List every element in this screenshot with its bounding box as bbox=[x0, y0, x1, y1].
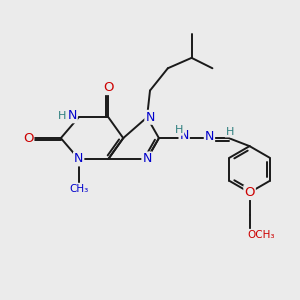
Text: O: O bbox=[103, 81, 114, 94]
Text: CH₃: CH₃ bbox=[69, 184, 88, 194]
Text: OCH₃: OCH₃ bbox=[248, 230, 275, 240]
Text: N: N bbox=[74, 152, 83, 165]
Text: O: O bbox=[244, 186, 255, 199]
Text: N: N bbox=[205, 130, 214, 143]
Text: N: N bbox=[145, 111, 155, 124]
Text: H: H bbox=[226, 127, 234, 136]
Text: O: O bbox=[23, 132, 33, 145]
Text: N: N bbox=[179, 129, 189, 142]
Text: H: H bbox=[175, 125, 183, 135]
Text: H: H bbox=[58, 111, 67, 121]
Text: N: N bbox=[142, 152, 152, 165]
Text: N: N bbox=[68, 109, 77, 122]
